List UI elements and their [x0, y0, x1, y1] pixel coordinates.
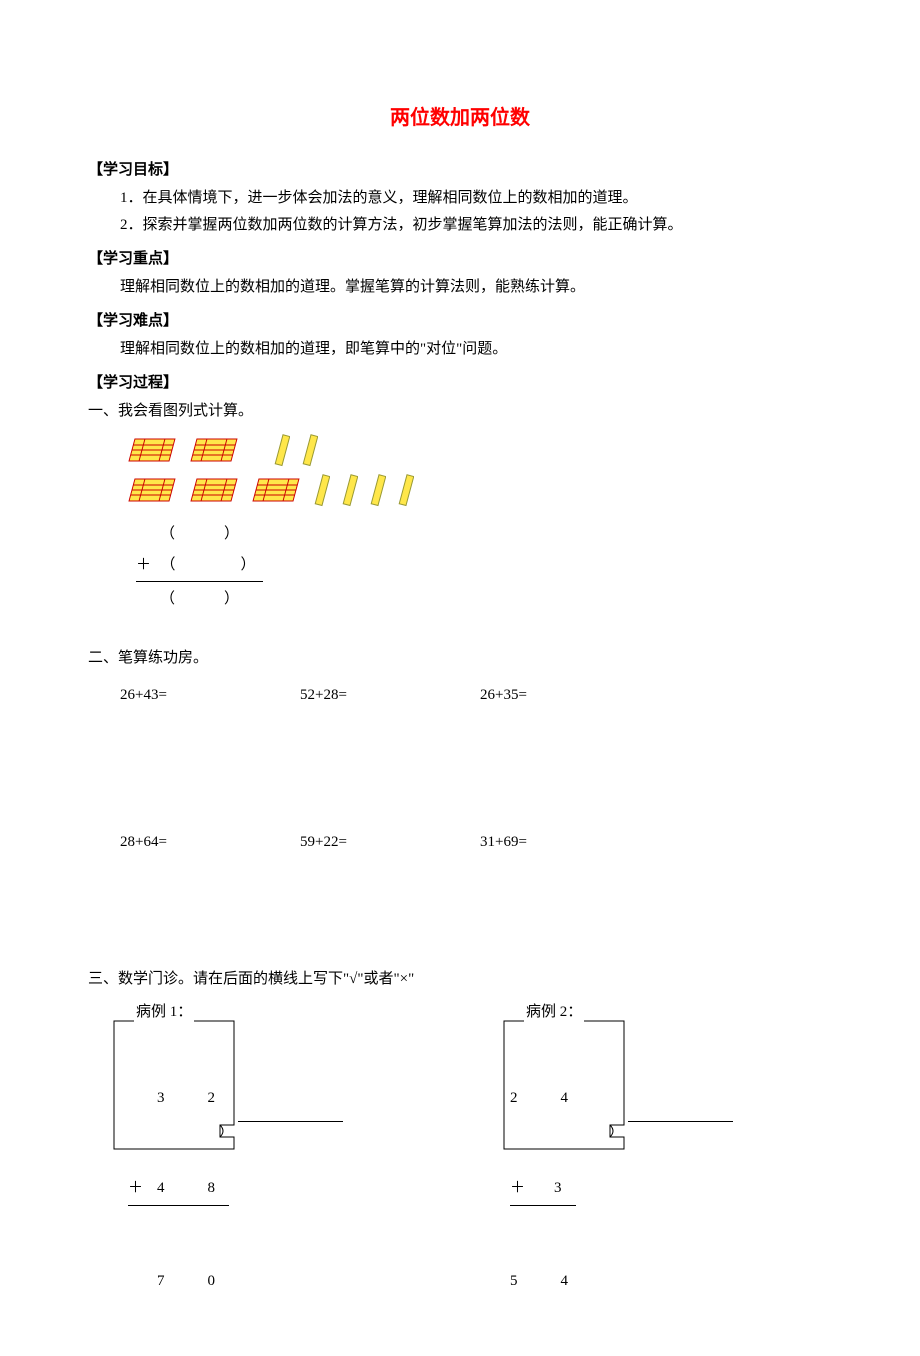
math-row: 7 0: [128, 1266, 270, 1296]
case-label: 病例 1：: [134, 999, 194, 1026]
answer-blank[interactable]: [628, 1121, 733, 1122]
bundle-icon: [128, 435, 178, 467]
math-row: 3: [554, 1180, 576, 1196]
bundle-icon: [190, 435, 240, 467]
stick-icon: [302, 433, 318, 469]
answer-blank[interactable]: [238, 1121, 343, 1122]
stick-icon: [342, 473, 358, 509]
key-text: 理解相同数位上的数相加的道理。掌握笔算的计算法则，能熟练计算。: [88, 274, 832, 301]
part3-head: 三、数学门诊。请在后面的横线上写下"√"或者"×": [88, 966, 832, 993]
process-head: 【学习过程】: [88, 369, 832, 396]
plus-sign: ＋: [128, 1180, 157, 1196]
problem: 59+22=: [300, 829, 480, 856]
problem: 26+35=: [480, 682, 660, 709]
stick-row-2: [128, 473, 832, 509]
math-row: 5 4: [510, 1266, 652, 1296]
math-row: 2 4: [510, 1083, 652, 1113]
goal-item-2: 2．探索并掌握两位数加两位数的计算方法，初步掌握笔算加法的法则，能正确计算。: [88, 212, 832, 239]
stick-row-1: [128, 433, 832, 469]
case-label: 病例 2：: [524, 999, 584, 1026]
problem: 28+64=: [120, 829, 300, 856]
goal-head: 【学习目标】: [88, 156, 832, 183]
calc-line-3: （ ）: [136, 584, 832, 615]
stick-icon: [314, 473, 330, 509]
stick-icon: [274, 433, 290, 469]
problem: 31+69=: [480, 829, 660, 856]
hard-text: 理解相同数位上的数相加的道理，即笔算中的"对位"问题。: [88, 336, 832, 363]
problems-row-2: 28+64= 59+22= 31+69=: [88, 829, 832, 856]
case-math: 3 2 ＋4 8 7 0: [128, 1023, 270, 1356]
case-1: 病例 1： 3 2 ＋4 8 7 0: [108, 999, 298, 1149]
page-title: 两位数加两位数: [88, 100, 832, 136]
calc-line-2: ＋ （ ）: [136, 552, 263, 582]
page: 两位数加两位数 【学习目标】 1．在具体情境下，进一步体会加法的意义，理解相同数…: [0, 0, 920, 1302]
bundle-icon: [128, 475, 178, 507]
math-row: 3 2: [128, 1083, 270, 1113]
part1-head: 一、我会看图列式计算。: [88, 398, 832, 425]
problem: 26+43=: [120, 682, 300, 709]
key-head: 【学习重点】: [88, 245, 832, 272]
calc-block: （ ） ＋ （ ） （ ）: [88, 519, 832, 615]
plus-sign: ＋: [510, 1180, 525, 1196]
problem: 52+28=: [300, 682, 480, 709]
part2-head: 二、笔算练功房。: [88, 645, 832, 672]
case-2: 病例 2： 2 4 ＋ 3 5 4: [498, 999, 688, 1149]
calc-line-1: （ ）: [136, 519, 832, 550]
stick-icon: [398, 473, 414, 509]
hard-head: 【学习难点】: [88, 307, 832, 334]
bundle-icon: [252, 475, 302, 507]
case-math: 2 4 ＋ 3 5 4: [510, 1023, 652, 1356]
problems-row-1: 26+43= 52+28= 26+35=: [88, 682, 832, 709]
sticks-figure: [88, 433, 832, 509]
math-row: 4 8: [157, 1180, 229, 1196]
bundle-icon: [190, 475, 240, 507]
goal-item-1: 1．在具体情境下，进一步体会加法的意义，理解相同数位上的数相加的道理。: [88, 185, 832, 212]
stick-icon: [370, 473, 386, 509]
cases-row: 病例 1： 3 2 ＋4 8 7 0 病例 2： 2 4 ＋ 3 5 4: [88, 999, 832, 1149]
